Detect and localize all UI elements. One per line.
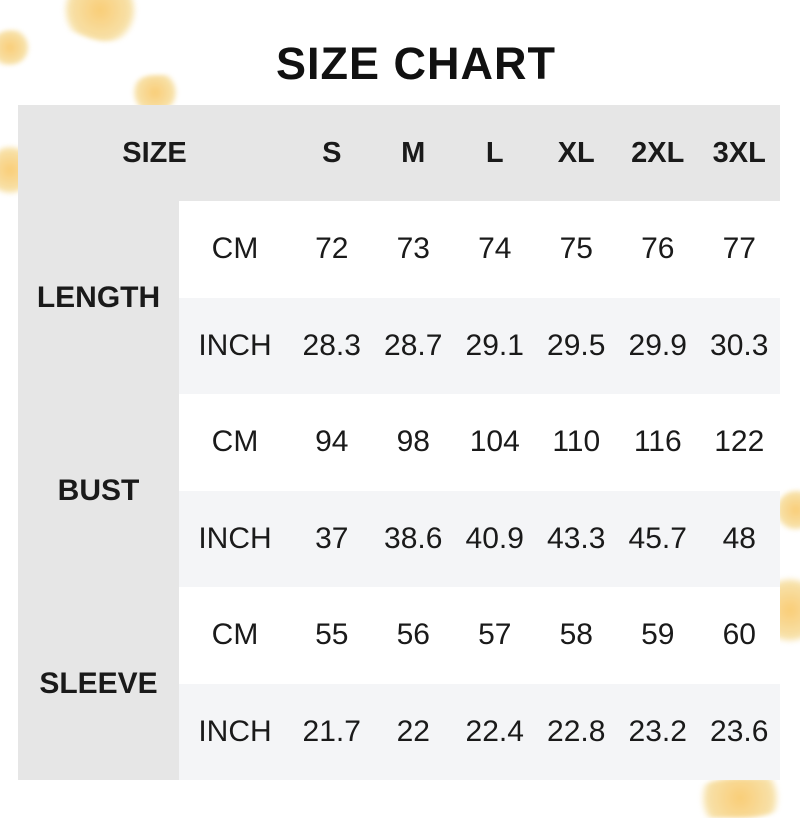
- value-cell: 29.9: [628, 328, 687, 362]
- unit-label: CM: [211, 618, 259, 652]
- value-cell: 37: [315, 521, 349, 555]
- value-cell: 28.7: [384, 328, 443, 362]
- table-row: [179, 490, 780, 587]
- value-cell: 94: [315, 425, 349, 459]
- value-cell: 72: [315, 232, 349, 266]
- table-row: [179, 683, 780, 780]
- value-cell: 23.6: [710, 714, 769, 748]
- value-cell: 104: [469, 425, 520, 459]
- value-cell: 55: [315, 618, 349, 652]
- value-cell: 29.5: [547, 328, 606, 362]
- table-row: [179, 587, 780, 684]
- value-cell: 29.1: [465, 328, 524, 362]
- header-row: [18, 105, 780, 201]
- value-cell: 73: [396, 232, 430, 266]
- value-cell: 22: [396, 714, 430, 748]
- table-row: [179, 297, 780, 394]
- unit-label: CM: [211, 232, 259, 266]
- value-cell: 75: [559, 232, 593, 266]
- maple-leaf-icon: [690, 778, 790, 818]
- size-header: XL: [557, 136, 595, 169]
- unit-label: INCH: [198, 328, 272, 362]
- size-header: L: [485, 136, 504, 169]
- value-cell: 43.3: [547, 521, 606, 555]
- value-cell: 116: [633, 425, 682, 459]
- value-cell: 23.2: [628, 714, 687, 748]
- value-cell: 28.3: [302, 328, 361, 362]
- value-cell: 38.6: [384, 521, 443, 555]
- value-cell: 56: [396, 618, 430, 652]
- maple-leaf-icon: [130, 75, 180, 110]
- value-cell: 74: [478, 232, 512, 266]
- table-row: [179, 201, 780, 298]
- unit-label: CM: [211, 425, 259, 459]
- value-cell: 122: [714, 425, 765, 459]
- corner-label: SIZE: [122, 136, 187, 169]
- value-cell: 58: [559, 618, 593, 652]
- measurement-label-column: [18, 201, 179, 780]
- size-header: 2XL: [631, 136, 685, 169]
- value-cell: 110: [552, 425, 601, 459]
- size-chart-table: SIZE S M L XL 2XL 3XL LENGTH CM 72 73 74 75 76 77 INCH 2…: [18, 105, 780, 780]
- size-header: S: [322, 136, 342, 169]
- value-cell: 57: [478, 618, 512, 652]
- table-row: [179, 394, 780, 491]
- maple-leaf-icon: [776, 490, 800, 530]
- value-cell: 76: [641, 232, 675, 266]
- measurement-label: SLEEVE: [39, 666, 158, 700]
- unit-label: INCH: [198, 521, 272, 555]
- value-cell: 60: [722, 618, 756, 652]
- measurement-label: LENGTH: [36, 280, 161, 314]
- value-cell: 77: [722, 232, 756, 266]
- value-cell: 48: [722, 521, 756, 555]
- value-cell: 21.7: [302, 714, 361, 748]
- unit-label: INCH: [198, 714, 272, 748]
- value-cell: 45.7: [628, 521, 687, 555]
- measurement-label: BUST: [57, 473, 140, 507]
- value-cell: 98: [396, 425, 430, 459]
- page-title: SIZE CHART: [276, 38, 556, 89]
- value-cell: 22.8: [547, 714, 606, 748]
- value-cell: 40.9: [465, 521, 524, 555]
- value-cell: 59: [641, 618, 675, 652]
- size-header: M: [401, 136, 426, 169]
- value-cell: 22.4: [465, 714, 524, 748]
- size-header: 3XL: [712, 136, 766, 169]
- value-cell: 30.3: [710, 328, 769, 362]
